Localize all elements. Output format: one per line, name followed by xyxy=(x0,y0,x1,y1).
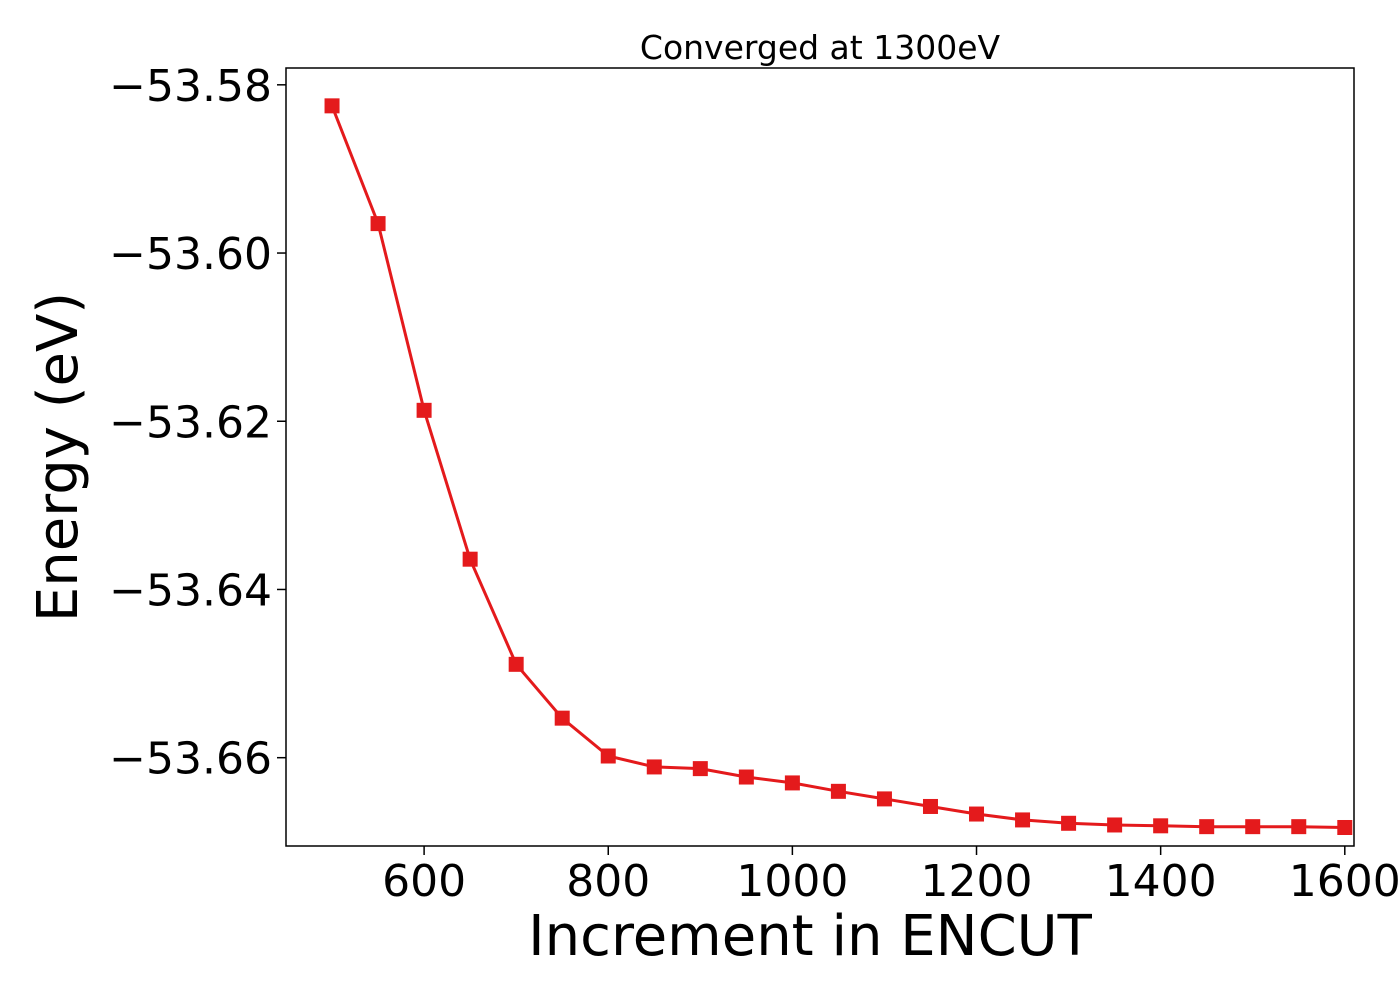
data-point-marker xyxy=(1245,819,1261,835)
data-point-marker xyxy=(646,759,662,775)
data-point-marker xyxy=(462,551,478,567)
data-point-marker xyxy=(554,710,570,726)
y-tick-label: −53.60 xyxy=(109,229,272,280)
data-point-marker xyxy=(416,402,432,418)
data-point-marker xyxy=(370,216,386,232)
data-point-marker xyxy=(969,806,985,822)
x-tick-label: 1200 xyxy=(921,856,1033,907)
data-point-marker xyxy=(324,98,340,114)
y-axis-title: Energy (eV) xyxy=(26,292,91,622)
y-tick-label: −53.58 xyxy=(109,61,272,112)
x-tick-label: 1600 xyxy=(1289,856,1400,907)
series-line xyxy=(330,105,1345,829)
data-point-marker xyxy=(692,761,708,777)
data-point-marker xyxy=(876,791,892,807)
data-point-marker xyxy=(508,656,524,672)
x-axis-title: Increment in ENCUT xyxy=(528,904,1093,969)
data-point-marker xyxy=(922,798,938,814)
x-tick-label: 600 xyxy=(382,856,466,907)
data-point-marker xyxy=(738,769,754,785)
data-point-marker xyxy=(600,748,616,764)
y-tick-label: −53.64 xyxy=(109,565,272,616)
x-tick-label: 800 xyxy=(566,856,650,907)
data-point-marker xyxy=(784,775,800,791)
plot-frame xyxy=(285,67,1355,847)
data-point-marker xyxy=(1337,819,1353,835)
x-tick-label: 1400 xyxy=(1105,856,1217,907)
chart-title: Converged at 1300eV xyxy=(640,28,1001,67)
data-point-marker xyxy=(1153,818,1169,834)
data-point-marker xyxy=(1015,812,1031,828)
data-point-marker xyxy=(830,783,846,799)
data-point-marker xyxy=(1199,819,1215,835)
y-tick-label: −53.66 xyxy=(109,734,272,785)
data-point-marker xyxy=(1291,819,1307,835)
data-point-marker xyxy=(1061,815,1077,831)
data-point-marker xyxy=(1107,817,1123,833)
y-tick-label: −53.62 xyxy=(109,397,272,448)
x-tick-label: 1000 xyxy=(736,856,848,907)
